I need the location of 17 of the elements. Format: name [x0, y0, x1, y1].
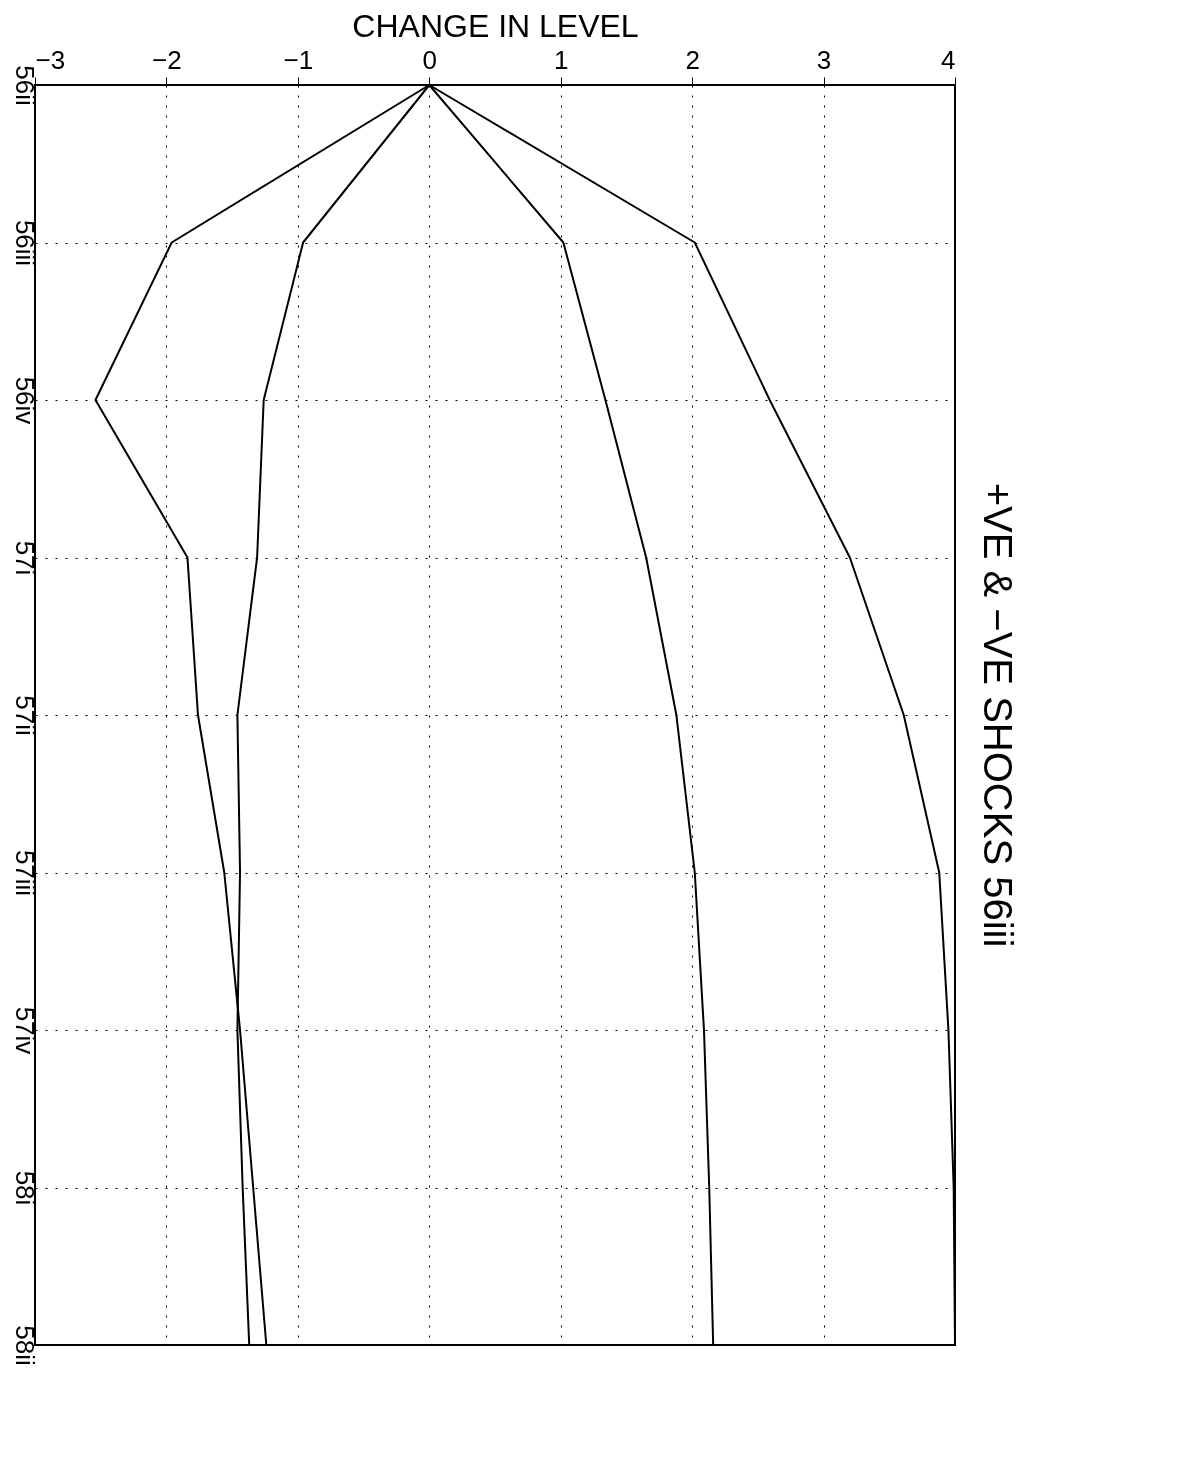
x-tick-label: 1 [553, 44, 569, 75]
x-tick-label: 2 [685, 44, 700, 75]
x-tick-label: 0 [422, 44, 438, 75]
y-tick-label: 56iii [9, 219, 40, 267]
text: +VE & −VE SHOCKS 56iii [976, 482, 1020, 948]
y-tick-label: 56iv [9, 376, 40, 425]
x-tick-label: −1 [283, 44, 314, 75]
y-tick-label: 58i [9, 1170, 40, 1206]
y-tick-label: 58ii [9, 1325, 40, 1366]
y-tick-label: 57i [9, 540, 40, 576]
y-tick-label: 57iv [9, 1006, 40, 1055]
x-tick-label: 4 [941, 44, 956, 75]
x-axis-title: CHANGE IN LEVEL [352, 7, 639, 44]
y-tick-label: 57ii [9, 695, 40, 736]
x-tick-label: 3 [816, 44, 832, 75]
x-tick-label: −2 [152, 44, 182, 75]
y-tick-label: 57iii [9, 849, 40, 897]
